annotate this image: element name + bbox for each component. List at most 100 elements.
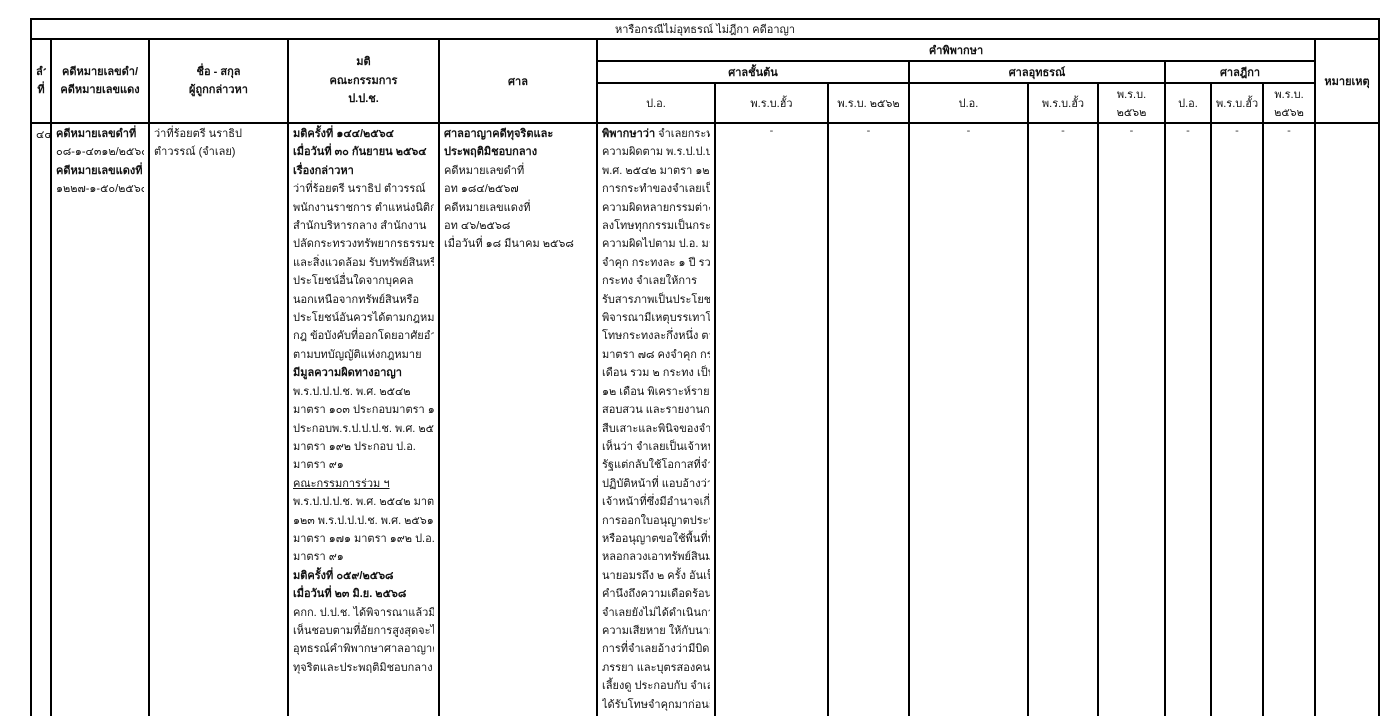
cell-court: ศาลอาญาคดีทุจริตและประพฤติมิชอบกลางคดีหม… xyxy=(438,122,598,716)
text-line: มาตรา ๙๑ xyxy=(293,551,344,564)
text-line: กฎ ข้อบังคับที่ออกโดยอาศัยอำนาจ xyxy=(293,330,434,343)
text-line: คดีหมายเลขดำที่ xyxy=(444,164,525,177)
text-line: จำเลยยังไม่ได้ดำเนินการบรรเทา xyxy=(602,606,710,619)
col-header-nacc-resolution: มติคณะกรรมการป.ป.ช. xyxy=(287,38,440,124)
text-line: ป.ป.ช. xyxy=(348,93,379,106)
text-line: คดีหมายเลขแดงที่ xyxy=(444,201,531,214)
cell-case-numbers: คดีหมายเลขดำที่ ๐๘-๑-๔๓๑๒/๒๕๖๔ คดีหมายเลขแ… xyxy=(50,122,150,716)
col-header-judgment: คำพิพากษา xyxy=(596,38,1316,62)
text-line: ว่าที่ร้อยตรี นราธิป ตำวรรณ์ xyxy=(293,183,426,196)
text-line: นายอมรถึง ๒ ครั้ง อันเป็นการไม่ xyxy=(602,569,710,582)
cell-note xyxy=(1313,122,1381,716)
text-line: คณะกรรมการร่วม ฯ xyxy=(293,477,390,490)
text-line: เลี้ยงดู ประกอบกับ จำเลยไม่เคย xyxy=(602,680,710,693)
text-line: สืบเสาะและพินิจของจำเลยแล้ว xyxy=(602,422,710,435)
text-line: ลำดับ xyxy=(36,63,46,81)
text-line: เรื่องกล่าวหา xyxy=(293,164,354,177)
text-line: ความเสียหาย ให้กับนายอมร xyxy=(602,624,710,637)
text-line: รัฐแต่กลับใช้โอกาสที่จำเลย xyxy=(602,459,710,472)
text-line: ที่ xyxy=(37,84,45,96)
cell-appeal-hua-act: - xyxy=(1027,122,1099,716)
text-line: สอบสวน และรายงานการ xyxy=(602,404,710,417)
text-line: มาตรา ๙๑ xyxy=(293,459,344,472)
cell-nacc-resolution: มติครั้งที่ ๑๔๔/๒๕๖๔เมื่อวันที่ ๓๐ กันยา… xyxy=(287,122,440,716)
text-line: รับสารภาพเป็นประโยชน์แก่การ xyxy=(602,293,710,306)
case-table: หารือกรณีไม่อุทธรณ์ ไม่ฎีกา คดีอาญา ลำดั… xyxy=(29,18,1381,716)
text-line: พ.ร.ป.ป.ป.ช. พ.ศ. ๒๕๔๒ มาตรา xyxy=(293,496,434,509)
text-line: คำนึงถึงความเดือดร้อนของผู้อื่น xyxy=(602,588,710,601)
text-line: กระทง จำเลยให้การ xyxy=(602,275,698,288)
col-header-appeal-act-2562: พ.ร.บ. ๒๕๖๒ xyxy=(1097,82,1166,124)
text-line: มติครั้งที่ ๐๕๙/๒๕๖๘ xyxy=(293,569,394,582)
col-header-first-instance-hua-act: พ.ร.บ.ฮั้ว xyxy=(714,82,829,124)
col-header-supreme-hua-act: พ.ร.บ.ฮั้ว xyxy=(1210,82,1264,124)
text-line: คดีหมายเลขแดงที่ xyxy=(56,164,143,177)
text-line: อท ๔๖/๒๕๖๘ xyxy=(444,220,511,233)
text-line: คดีหมายเลขแดง xyxy=(60,84,140,96)
text-line: ทุจริตและประพฤติมิชอบกลาง xyxy=(293,661,433,674)
text-line: เห็นชอบตามที่อัยการสูงสุดจะไม่ xyxy=(293,624,434,637)
text-line: มติ xyxy=(356,56,371,69)
col-header-case-numbers: คดีหมายเลขดำ/คดีหมายเลขแดง xyxy=(50,38,150,124)
col-header-seq-no: ลำดับที่ xyxy=(30,38,52,124)
text-line: และสิ่งแวดล้อม รับทรัพย์สินหรือ xyxy=(293,256,434,269)
text-line: มีมูลความผิดทางอาญา xyxy=(293,367,402,380)
col-header-note: หมายเหตุ xyxy=(1313,38,1381,124)
text-line: พนักงานราชการ ตำแหน่งนิติกร xyxy=(293,201,434,214)
cell-first-instance-po-judgment: พิพากษาว่า จำเลยกระทำความผิดตาม พ.ร.ป.ป.… xyxy=(596,122,716,716)
text-line: นอกเหนือจากทรัพย์สินหรือ xyxy=(293,293,420,306)
cell-supreme-po: - xyxy=(1164,122,1212,716)
col-header-first-instance-court: ศาลชั้นต้น xyxy=(596,60,910,84)
text-line: มาตรา ๑๐๓ ประกอบมาตรา ๑๒๒ xyxy=(293,404,434,417)
col-header-supreme-act-2562: พ.ร.บ. ๒๕๖๒ xyxy=(1262,82,1316,124)
text-line: การที่จำเลยอ้างว่ามีบิดา มารดา xyxy=(602,643,710,656)
cell-accused-name: ว่าที่ร้อยตรี นราธิปตำวรรณ์ (จำเลย) xyxy=(148,122,289,716)
text-line: อท ๑๘๔/๒๕๖๗ xyxy=(444,183,519,196)
col-header-first-instance-act-2562: พ.ร.บ. ๒๕๖๒ xyxy=(827,82,910,124)
text-line: มาตรา ๗๘ คงจำคุก กระทงละ ๖ xyxy=(602,348,710,361)
text-line: เจ้าหน้าที่ซึ่งมีอำนาจเกี่ยวข้องกับ xyxy=(602,496,710,509)
text-line: ตำวรรณ์ (จำเลย) xyxy=(154,146,236,159)
text-line: ความผิดหลายกรรมต่างกัน ให้ xyxy=(602,201,710,214)
text-line: ความผิดตาม พ.ร.ป.ป.ป.ช. xyxy=(602,146,710,159)
text-line: มาตรา ๑๗๑ มาตรา ๑๙๒ ป.อ. xyxy=(293,532,434,545)
text-line: จำคุก กระทงละ ๑ ปี รวม ๒ xyxy=(602,256,710,269)
text-line: คดีหมายเลขดำที่ xyxy=(56,128,137,140)
text-line: ปลัดกระทรวงทรัพยากรธรรมชาติ xyxy=(293,238,434,251)
text-line: เมื่อวันที่ ๓๐ กันยายน ๒๕๖๔ xyxy=(293,146,427,159)
text-line: โทษกระทงละกึ่งหนึ่ง ตาม ป.อ. xyxy=(602,330,710,343)
text-line: ๑๒๒๗-๑-๕๐/๒๕๖๔ xyxy=(56,183,144,196)
text-line: สำนักบริหารกลาง สำนักงาน xyxy=(293,220,427,233)
text-line: ๑๒๓ พ.ร.ป.ป.ป.ช. พ.ศ. ๒๕๖๑ xyxy=(293,514,434,527)
text-line: คกก. ป.ป.ช. ได้พิจารณาแล้วมีมติ xyxy=(293,606,434,619)
text-line: ชื่อ - สกุล xyxy=(196,65,241,78)
text-line: เมื่อวันที่ ๑๘ มีนาคม ๒๕๖๘ xyxy=(444,238,574,251)
col-header-supreme-po: ป.อ. xyxy=(1164,82,1212,124)
text-line: ผู้ถูกกล่าวหา xyxy=(189,84,248,96)
text-line: ลงโทษทุกกรรมเป็นกระทง xyxy=(602,220,710,233)
text-line: หรืออนุญาตขอใช้พื้นที่ป่าสงวน xyxy=(602,532,710,545)
text-line: ภรรยา และบุตรสองคน ที่ต้อง xyxy=(602,661,710,674)
text-line: เดือน รวม ๒ กระทง เป็นจำคุก xyxy=(602,367,710,380)
text-line: การกระทำของจำเลยเป็น xyxy=(602,183,710,196)
text-line: คณะกรรมการ xyxy=(329,74,398,87)
text-line: อุทธรณ์คำพิพากษาศาลอาญาคดี xyxy=(293,643,434,656)
text-line: ได้รับโทษจำคุกมาก่อนก็ตาม xyxy=(602,698,710,711)
cell-supreme-hua-act: - xyxy=(1210,122,1264,716)
text-line: ตามบทบัญญัติแห่งกฎหมาย xyxy=(293,348,422,361)
text-line: ประพฤติมิชอบกลาง xyxy=(444,146,538,159)
cell-appeal-po: - xyxy=(908,122,1029,716)
text-line: ว่าที่ร้อยตรี นราธิป xyxy=(154,128,242,140)
cell-appeal-act-2562: - xyxy=(1097,122,1166,716)
col-header-appeal-po: ป.อ. xyxy=(908,82,1029,124)
text-line: มติครั้งที่ ๑๔๔/๒๕๖๔ xyxy=(293,128,394,140)
text-line: ความผิดไปตาม ป.อ. มาตรา ๙๑ xyxy=(602,238,710,251)
text-line: ศาลอาญาคดีทุจริตและ xyxy=(444,128,554,140)
col-header-accused-name: ชื่อ - สกุลผู้ถูกกล่าวหา xyxy=(148,38,289,124)
col-header-supreme-court: ศาลฎีกา xyxy=(1164,60,1316,84)
text-line: การออกใบอนุญาตประทานบัตร xyxy=(602,514,710,527)
text-line: หลอกลวงเอาทรัพย์สินมาจาก xyxy=(602,551,710,564)
table-row: ๔๔ คดีหมายเลขดำที่ ๐๘-๑-๔๓๑๒/๒๕๖๔ คดีหมายเ… xyxy=(30,122,1381,716)
text-line: พ.ศ. ๒๕๔๒ มาตรา ๑๒๓ xyxy=(602,164,710,177)
